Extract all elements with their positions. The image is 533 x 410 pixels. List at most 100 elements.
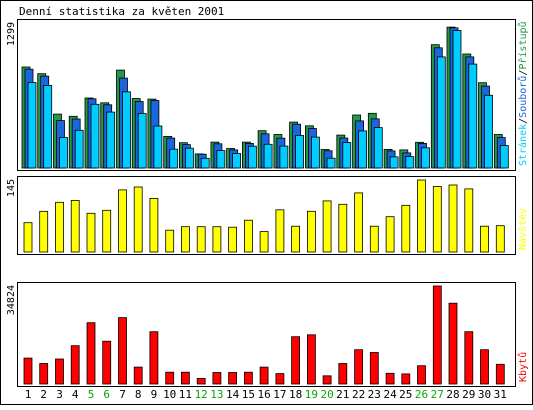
bar-visits-day-6 xyxy=(102,209,112,253)
x-tick-label: 4 xyxy=(72,388,79,401)
bar-pages-day-15 xyxy=(247,145,257,169)
x-tick-label: 3 xyxy=(56,388,63,401)
bar-pages-day-26 xyxy=(421,147,430,169)
bar-kbytes-day-19 xyxy=(306,334,316,385)
bar-pages-day-18 xyxy=(295,135,305,169)
bar-visits-day-5 xyxy=(86,212,96,253)
bar-pages-day-9 xyxy=(153,125,163,169)
bar-visits-day-11 xyxy=(180,226,190,253)
bar-visits-day-16 xyxy=(259,231,269,253)
x-tick-label: 6 xyxy=(103,388,110,401)
x-tick-label: 2 xyxy=(40,388,47,401)
bar-pages-day-14 xyxy=(232,153,242,169)
bar-pages-day-28 xyxy=(452,30,462,169)
bar-kbytes-day-17 xyxy=(275,373,285,385)
x-tick-label: 17 xyxy=(273,388,286,401)
x-tick-label: 18 xyxy=(289,388,302,401)
bar-pages-day-31 xyxy=(499,145,509,169)
x-tick-label: 23 xyxy=(368,388,381,401)
bar-visits-day-31 xyxy=(495,225,505,253)
bar-kbytes-day-10 xyxy=(165,371,175,385)
bar-pages-day-2 xyxy=(43,85,53,169)
x-tick-label: 25 xyxy=(399,388,412,401)
bar-kbytes-day-13 xyxy=(212,372,222,385)
legend-entry: Stránek xyxy=(517,124,529,166)
x-tick-label: 5 xyxy=(88,388,95,401)
legend-entry: Kbytů xyxy=(517,352,529,382)
y-max-label: 145 xyxy=(6,179,17,197)
panel-frame xyxy=(17,19,516,171)
x-tick-label: 7 xyxy=(119,388,126,401)
bar-pages-day-22 xyxy=(358,130,368,169)
bar-kbytes-day-9 xyxy=(149,331,159,385)
bar-kbytes-day-5 xyxy=(86,322,96,385)
bar-kbytes-day-11 xyxy=(180,371,190,385)
bar-kbytes-day-15 xyxy=(243,371,253,385)
bar-visits-day-18 xyxy=(291,225,301,253)
legend: Návštěv xyxy=(517,208,529,250)
x-tick-label: 15 xyxy=(242,388,255,401)
bar-visits-day-29 xyxy=(464,188,474,253)
legend-separator: / xyxy=(518,118,529,124)
bar-kbytes-day-25 xyxy=(401,373,411,385)
bar-visits-day-10 xyxy=(165,229,175,253)
legend-separator: / xyxy=(518,70,529,76)
bar-visits-day-27 xyxy=(432,186,442,253)
bar-kbytes-day-1 xyxy=(23,357,33,385)
bar-visits-day-1 xyxy=(23,222,33,253)
bar-pages-day-19 xyxy=(310,136,320,169)
bar-visits-day-13 xyxy=(212,226,222,253)
x-tick-label: 16 xyxy=(257,388,270,401)
bar-visits-day-14 xyxy=(228,226,238,253)
x-tick-label: 27 xyxy=(431,388,444,401)
legend-entry: Návštěv xyxy=(517,208,529,250)
bar-pages-day-11 xyxy=(184,147,194,169)
bar-kbytes-day-28 xyxy=(448,302,458,385)
bar-pages-day-23 xyxy=(373,127,383,169)
bar-visits-day-25 xyxy=(401,204,411,253)
bar-visits-day-21 xyxy=(338,203,348,253)
bar-pages-day-4 xyxy=(74,129,84,169)
bar-visits-day-15 xyxy=(243,219,253,253)
bar-kbytes-day-12 xyxy=(196,377,206,385)
bar-pages-day-8 xyxy=(137,113,147,169)
legend-entry: Přístupů xyxy=(517,21,529,69)
bar-visits-day-4 xyxy=(70,199,80,253)
bar-visits-day-19 xyxy=(306,210,316,253)
bar-pages-day-10 xyxy=(169,148,179,169)
bar-visits-day-8 xyxy=(133,186,143,253)
x-tick-label: 9 xyxy=(151,388,158,401)
bar-kbytes-day-3 xyxy=(55,358,64,385)
bar-visits-day-2 xyxy=(39,210,49,253)
bar-kbytes-day-18 xyxy=(291,336,301,385)
bar-kbytes-day-14 xyxy=(228,372,238,385)
x-tick-label: 14 xyxy=(226,388,240,401)
y-max-label: 1299 xyxy=(6,22,17,46)
bar-pages-day-21 xyxy=(342,142,352,169)
bar-kbytes-day-23 xyxy=(369,352,379,385)
bar-visits-day-30 xyxy=(480,225,489,253)
x-tick-label: 31 xyxy=(494,388,507,401)
x-tick-label: 10 xyxy=(163,388,176,401)
bar-kbytes-day-31 xyxy=(495,363,505,385)
bar-kbytes-day-6 xyxy=(102,340,112,385)
bar-pages-day-3 xyxy=(59,137,68,169)
legend-entry: Souborů xyxy=(517,76,529,118)
bar-kbytes-day-16 xyxy=(259,366,269,385)
bar-kbytes-day-29 xyxy=(464,331,474,385)
panel-frame xyxy=(17,176,516,255)
bar-pages-day-16 xyxy=(263,143,273,169)
x-tick-label: 24 xyxy=(383,388,397,401)
bar-pages-day-24 xyxy=(389,156,399,169)
bar-visits-day-9 xyxy=(149,197,159,253)
x-tick-label: 13 xyxy=(210,388,223,401)
bar-pages-day-13 xyxy=(216,150,226,169)
bar-visits-day-20 xyxy=(322,200,332,253)
bar-pages-day-12 xyxy=(200,157,210,169)
bar-kbytes-day-22 xyxy=(354,349,364,385)
bar-pages-day-7 xyxy=(122,91,131,169)
bar-kbytes-day-21 xyxy=(338,363,348,385)
